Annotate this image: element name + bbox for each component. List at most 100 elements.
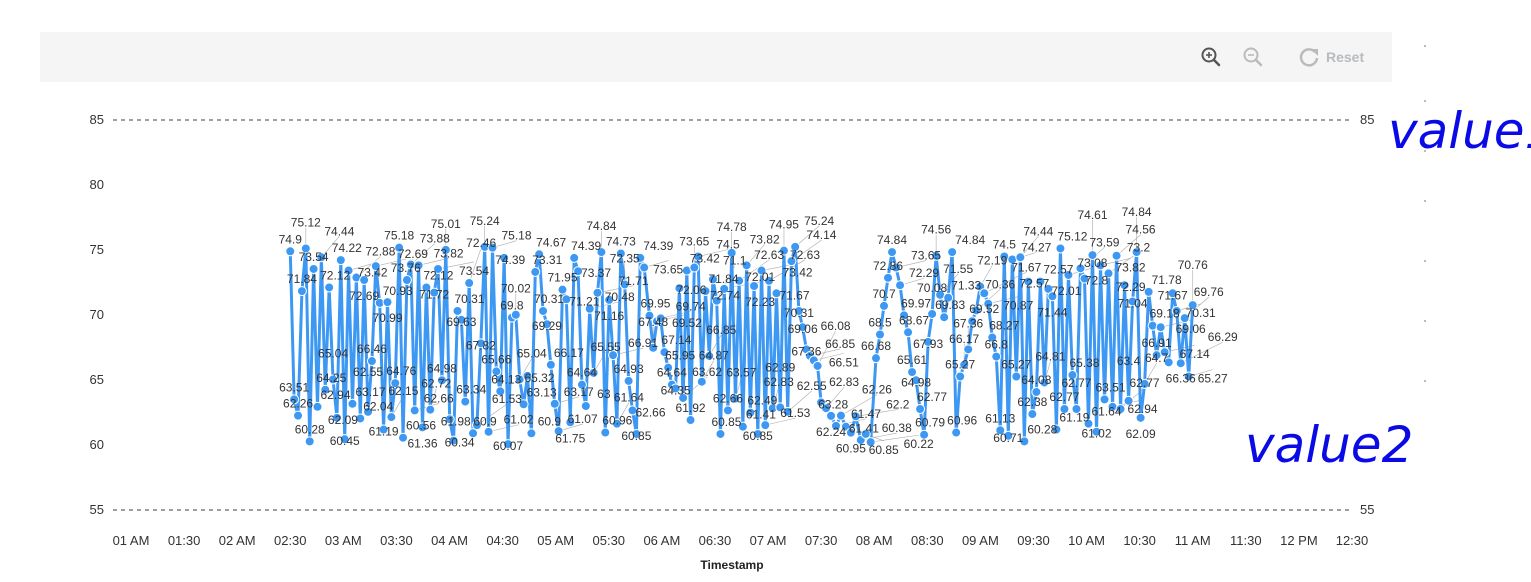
data-label: 63.17 — [564, 385, 594, 399]
data-point — [1175, 358, 1186, 369]
data-label: 62.55 — [797, 379, 827, 393]
reset-button[interactable]: Reset — [1298, 46, 1364, 68]
data-point — [726, 247, 737, 258]
data-point — [1047, 291, 1058, 302]
x-tick-label: 05 AM — [537, 533, 574, 548]
data-label: 73.82 — [750, 232, 780, 246]
data-point — [444, 414, 455, 425]
data-label: 70.87 — [1003, 299, 1033, 313]
data-label: 72.86 — [873, 259, 903, 273]
data-label: 65.95 — [665, 349, 695, 363]
data-point — [483, 426, 494, 437]
data-point — [549, 398, 560, 409]
data-point — [425, 404, 436, 415]
data-label: 62.77 — [1061, 376, 1091, 390]
data-point — [608, 350, 619, 361]
edge-tick — [1424, 45, 1426, 47]
data-label: 61.75 — [555, 431, 585, 445]
data-point — [1155, 322, 1166, 333]
data-point — [704, 350, 715, 361]
data-label: 75.24 — [804, 214, 834, 228]
data-label: 73.65 — [679, 235, 709, 249]
data-point — [1055, 243, 1066, 254]
data-point — [1063, 269, 1074, 280]
reset-icon — [1299, 48, 1319, 67]
data-label: 61.64 — [1091, 405, 1121, 419]
annotation-value1: value1 — [1388, 102, 1531, 160]
data-point — [471, 420, 482, 431]
data-point — [596, 247, 607, 258]
data-label: 66.17 — [949, 332, 979, 346]
zoom-in-icon — [1201, 47, 1221, 67]
x-tick-label: 02 AM — [219, 533, 256, 548]
label-leader-line — [356, 256, 381, 278]
data-label: 66.51 — [829, 355, 859, 369]
data-point — [659, 347, 670, 358]
data-point — [782, 406, 793, 417]
data-label: 69.63 — [446, 315, 476, 329]
label-leader-line — [813, 353, 844, 361]
x-tick-label: 10:30 — [1123, 533, 1156, 548]
data-label: 74.44 — [1023, 224, 1053, 238]
data-point — [1071, 403, 1082, 414]
data-point — [963, 344, 974, 355]
data-label: 63.51 — [1096, 380, 1126, 394]
data-label: 75.18 — [384, 229, 414, 243]
data-point — [545, 359, 556, 370]
x-tick-label: 11:30 — [1230, 533, 1262, 548]
data-label: 61.02 — [1081, 427, 1111, 441]
data-label: 72.69 — [349, 289, 379, 303]
data-label: 65.32 — [524, 371, 554, 385]
data-point — [312, 401, 323, 412]
data-point — [631, 428, 642, 439]
data-label: 74.44 — [324, 224, 354, 238]
data-label: 74.14 — [806, 228, 836, 242]
data-label: 72.19 — [977, 254, 1007, 268]
data-point — [421, 282, 432, 293]
data-label: 63.28 — [818, 397, 848, 411]
data-point — [328, 374, 339, 385]
zoom-out-icon — [1243, 47, 1263, 67]
data-point — [835, 410, 846, 421]
data-point — [456, 314, 467, 325]
label-leader-line — [468, 247, 482, 284]
data-label: 64.35 — [661, 383, 691, 397]
data-point — [1087, 250, 1098, 261]
data-label: 69.83 — [935, 298, 965, 312]
data-point — [499, 252, 510, 263]
data-label: 74.39 — [571, 239, 601, 253]
data-point — [429, 287, 440, 298]
x-tick-label: 08:30 — [911, 533, 944, 548]
data-point — [1099, 394, 1110, 405]
zoom-out-button[interactable] — [1242, 46, 1264, 68]
data-point — [967, 316, 978, 327]
data-point — [955, 371, 966, 382]
data-point — [1115, 403, 1126, 414]
data-point — [436, 375, 447, 386]
data-label: 65.04 — [517, 346, 547, 360]
data-point — [1135, 412, 1146, 423]
data-label: 60.56 — [406, 419, 436, 433]
data-point — [308, 263, 319, 274]
data-point — [693, 251, 704, 262]
data-label: 70.48 — [605, 290, 635, 304]
x-tick-label: 11 AM — [1175, 533, 1211, 548]
data-point — [663, 362, 674, 373]
data-point — [1019, 436, 1030, 447]
data-label: 72.06 — [676, 283, 706, 297]
data-label: 72.01 — [1051, 284, 1081, 298]
y-tick-label: 75 — [90, 242, 104, 257]
data-label: 74.73 — [606, 235, 636, 249]
data-label: 73.54 — [299, 250, 329, 264]
zoom-in-button[interactable] — [1200, 46, 1222, 68]
data-point — [903, 327, 914, 338]
data-label: 71.21 — [569, 294, 599, 308]
data-label: 71.78 — [1152, 273, 1182, 287]
data-point — [678, 392, 689, 403]
data-point — [764, 275, 775, 286]
data-point — [339, 434, 350, 445]
data-label: 73.42 — [783, 266, 813, 280]
data-point — [655, 313, 666, 324]
data-point — [987, 332, 998, 343]
data-point — [382, 297, 393, 308]
